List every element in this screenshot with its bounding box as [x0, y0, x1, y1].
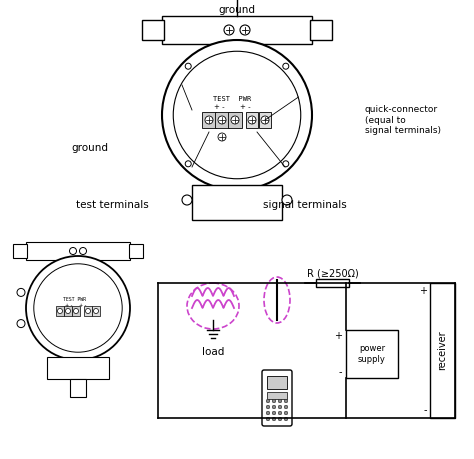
Circle shape — [185, 63, 191, 69]
Circle shape — [240, 25, 250, 35]
Circle shape — [80, 247, 86, 254]
Circle shape — [278, 405, 282, 409]
Bar — [142, 20, 164, 40]
Circle shape — [205, 116, 213, 124]
Bar — [92, 306, 100, 316]
Circle shape — [284, 405, 288, 409]
Circle shape — [266, 411, 270, 415]
Circle shape — [284, 417, 288, 421]
Bar — [70, 379, 86, 397]
Circle shape — [70, 247, 76, 254]
Text: power
supply: power supply — [358, 344, 386, 364]
Circle shape — [57, 308, 63, 313]
Bar — [129, 244, 143, 258]
Circle shape — [85, 308, 91, 313]
Bar — [72, 306, 80, 316]
Circle shape — [278, 417, 282, 421]
Text: + -: + - — [65, 302, 73, 308]
Bar — [228, 112, 242, 128]
Text: -: - — [423, 405, 427, 415]
Circle shape — [272, 411, 276, 415]
Circle shape — [218, 116, 226, 124]
Bar — [64, 306, 72, 316]
Bar — [267, 392, 287, 399]
Text: + -: + - — [79, 302, 87, 308]
Circle shape — [218, 133, 226, 141]
Bar — [310, 20, 332, 40]
Circle shape — [272, 399, 276, 403]
Circle shape — [248, 116, 256, 124]
Circle shape — [283, 161, 289, 167]
Text: signal terminals: signal terminals — [263, 200, 347, 210]
Text: +: + — [419, 286, 427, 296]
Bar — [267, 376, 287, 389]
Circle shape — [93, 308, 99, 313]
Circle shape — [278, 411, 282, 415]
Circle shape — [17, 319, 25, 328]
Text: TEST PWR: TEST PWR — [63, 297, 85, 302]
Circle shape — [17, 288, 25, 297]
FancyBboxPatch shape — [262, 370, 292, 426]
Circle shape — [284, 411, 288, 415]
Circle shape — [182, 195, 192, 205]
Circle shape — [231, 116, 239, 124]
Circle shape — [266, 405, 270, 409]
Circle shape — [162, 40, 312, 190]
Circle shape — [266, 399, 270, 403]
Circle shape — [73, 308, 79, 313]
Text: test terminals: test terminals — [76, 200, 148, 210]
Text: quick-connector
(equal to
signal terminals): quick-connector (equal to signal termina… — [365, 105, 441, 135]
Bar — [162, 16, 312, 44]
Bar — [316, 279, 349, 287]
Bar — [26, 242, 130, 260]
Bar — [259, 112, 271, 128]
Text: R (≥250Ω): R (≥250Ω) — [307, 268, 359, 278]
Circle shape — [26, 256, 130, 360]
Bar — [56, 306, 64, 316]
Circle shape — [185, 161, 191, 167]
Text: load: load — [202, 347, 224, 357]
Text: receiver: receiver — [438, 330, 447, 370]
Circle shape — [282, 195, 292, 205]
Bar — [430, 283, 455, 418]
Bar — [47, 357, 109, 379]
Circle shape — [278, 399, 282, 403]
Circle shape — [224, 25, 234, 35]
Circle shape — [284, 399, 288, 403]
Bar — [346, 330, 398, 378]
Circle shape — [272, 417, 276, 421]
Text: ground: ground — [72, 143, 109, 153]
Circle shape — [272, 405, 276, 409]
Bar — [215, 112, 229, 128]
Circle shape — [283, 63, 289, 69]
Bar — [13, 244, 27, 258]
Circle shape — [261, 116, 269, 124]
Text: ground: ground — [219, 5, 255, 15]
Text: + -: + - — [214, 104, 224, 110]
Text: +: + — [334, 331, 342, 341]
Bar — [202, 112, 216, 128]
Text: -: - — [338, 367, 342, 377]
Text: + -: + - — [240, 104, 250, 110]
Bar — [192, 185, 282, 220]
Circle shape — [65, 308, 71, 313]
Bar — [84, 306, 92, 316]
Bar — [246, 112, 258, 128]
Text: TEST  PWR: TEST PWR — [213, 96, 251, 102]
Circle shape — [266, 417, 270, 421]
